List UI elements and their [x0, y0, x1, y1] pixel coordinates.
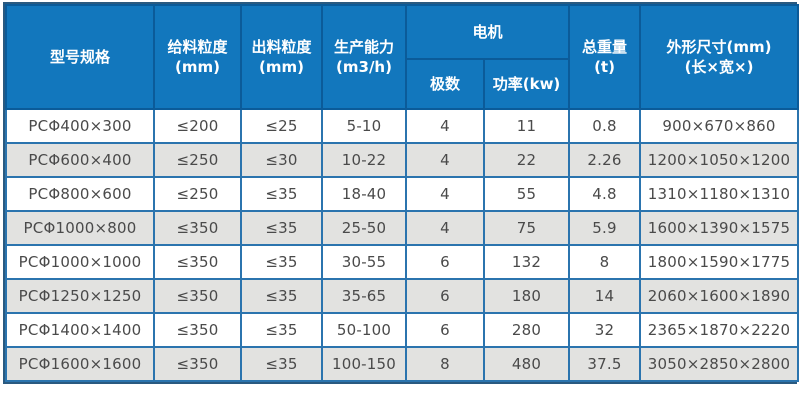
- cell-discharge-size: ≤35: [240, 244, 323, 280]
- cell-capacity: 35-65: [321, 278, 407, 314]
- cell-weight: 14: [568, 278, 642, 314]
- cell-dimensions: 900×670×860: [639, 108, 800, 144]
- table-row: PCΦ1600×1600 ≤350 ≤35 100-150 8 480 37.5 3050×2…: [5, 346, 800, 382]
- header-capacity: 生产能力 (m3/h): [321, 4, 407, 110]
- table-row: PCΦ800×600 ≤250 ≤35 18-40 4 55 4.8 1310×1180×13…: [5, 176, 800, 212]
- cell-poles: 4: [405, 108, 485, 144]
- cell-discharge-size: ≤35: [240, 210, 323, 246]
- cell-poles: 4: [405, 176, 485, 212]
- cell-feed-size: ≤200: [153, 108, 242, 144]
- cell-poles: 8: [405, 346, 485, 382]
- cell-discharge-size: ≤35: [240, 312, 323, 348]
- cell-discharge-size: ≤35: [240, 346, 323, 382]
- header-power: 功率(kw): [482, 58, 571, 110]
- table-row: PCΦ1400×1400 ≤350 ≤35 50-100 6 280 32 2365×1870…: [5, 312, 800, 348]
- cell-weight: 0.8: [568, 108, 642, 144]
- cell-dimensions: 1800×1590×1775: [639, 244, 800, 280]
- cell-power: 75: [482, 210, 571, 246]
- cell-weight: 2.26: [568, 142, 642, 178]
- table-row: PCΦ600×400 ≤250 ≤30 10-22 4 22 2.26 1200×1050×1…: [5, 142, 800, 178]
- cell-weight: 4.8: [568, 176, 642, 212]
- cell-model: PCΦ1000×800: [5, 210, 155, 246]
- table-header: 型号规格 给料粒度 (mm) 出料粒度 (mm) 生产能力 (m3/h) 电机 …: [5, 4, 800, 110]
- table-row: PCΦ1250×1250 ≤350 ≤35 35-65 6 180 14 2060×1600×…: [5, 278, 800, 314]
- cell-power: 132: [482, 244, 571, 280]
- cell-model: PCΦ1000×1000: [5, 244, 155, 280]
- cell-dimensions: 1310×1180×1310: [639, 176, 800, 212]
- cell-model: PCΦ1400×1400: [5, 312, 155, 348]
- cell-capacity: 5-10: [321, 108, 407, 144]
- cell-feed-size: ≤350: [153, 312, 242, 348]
- table-row: PCΦ1000×800 ≤350 ≤35 25-50 4 75 5.9 1600×1390×1…: [5, 210, 800, 246]
- header-weight: 总重量 (t): [568, 4, 642, 110]
- cell-capacity: 50-100: [321, 312, 407, 348]
- cell-feed-size: ≤250: [153, 142, 242, 178]
- header-discharge-size: 出料粒度 (mm): [240, 4, 323, 110]
- cell-capacity: 18-40: [321, 176, 407, 212]
- cell-power: 180: [482, 278, 571, 314]
- cell-capacity: 100-150: [321, 346, 407, 382]
- header-poles: 极数: [405, 58, 485, 110]
- table-row: PCΦ1000×1000 ≤350 ≤35 30-55 6 132 8 1800×1590×1…: [5, 244, 800, 280]
- cell-feed-size: ≤350: [153, 278, 242, 314]
- crusher-spec-table: 型号规格 给料粒度 (mm) 出料粒度 (mm) 生产能力 (m3/h) 电机 …: [5, 4, 800, 382]
- cell-model: PCΦ400×300: [5, 108, 155, 144]
- cell-capacity: 25-50: [321, 210, 407, 246]
- cell-feed-size: ≤350: [153, 210, 242, 246]
- cell-poles: 4: [405, 142, 485, 178]
- cell-weight: 8: [568, 244, 642, 280]
- cell-model: PCΦ1250×1250: [5, 278, 155, 314]
- cell-capacity: 30-55: [321, 244, 407, 280]
- table-body: PCΦ400×300 ≤200 ≤25 5-10 4 11 0.8 900×670×860 PC…: [5, 108, 800, 382]
- cell-model: PCΦ800×600: [5, 176, 155, 212]
- cell-feed-size: ≤350: [153, 244, 242, 280]
- cell-power: 11: [482, 108, 571, 144]
- header-model: 型号规格: [5, 4, 155, 110]
- cell-discharge-size: ≤35: [240, 176, 323, 212]
- table-row: PCΦ400×300 ≤200 ≤25 5-10 4 11 0.8 900×670×860: [5, 108, 800, 144]
- header-dimensions: 外形尺寸(mm) (长×宽×): [639, 4, 800, 110]
- cell-weight: 32: [568, 312, 642, 348]
- cell-power: 22: [482, 142, 571, 178]
- cell-power: 55: [482, 176, 571, 212]
- cell-discharge-size: ≤25: [240, 108, 323, 144]
- header-motor-group: 电机: [404, 4, 571, 60]
- cell-feed-size: ≤350: [153, 346, 242, 382]
- cell-dimensions: 2365×1870×2220: [639, 312, 800, 348]
- cell-discharge-size: ≤35: [240, 278, 323, 314]
- cell-feed-size: ≤250: [153, 176, 242, 212]
- spec-table-container: 型号规格 给料粒度 (mm) 出料粒度 (mm) 生产能力 (m3/h) 电机 …: [3, 2, 800, 384]
- cell-dimensions: 2060×1600×1890: [639, 278, 800, 314]
- cell-discharge-size: ≤30: [240, 142, 323, 178]
- cell-dimensions: 3050×2850×2800: [639, 346, 800, 382]
- header-feed-size: 给料粒度 (mm): [153, 4, 242, 110]
- cell-model: PCΦ600×400: [5, 142, 155, 178]
- cell-dimensions: 1200×1050×1200: [639, 142, 800, 178]
- cell-poles: 6: [405, 244, 485, 280]
- cell-power: 280: [482, 312, 571, 348]
- cell-model: PCΦ1600×1600: [5, 346, 155, 382]
- cell-poles: 6: [405, 312, 485, 348]
- cell-capacity: 10-22: [321, 142, 407, 178]
- cell-weight: 37.5: [568, 346, 642, 382]
- cell-poles: 4: [405, 210, 485, 246]
- cell-poles: 6: [405, 278, 485, 314]
- cell-dimensions: 1600×1390×1575: [639, 210, 800, 246]
- cell-power: 480: [482, 346, 571, 382]
- cell-weight: 5.9: [568, 210, 642, 246]
